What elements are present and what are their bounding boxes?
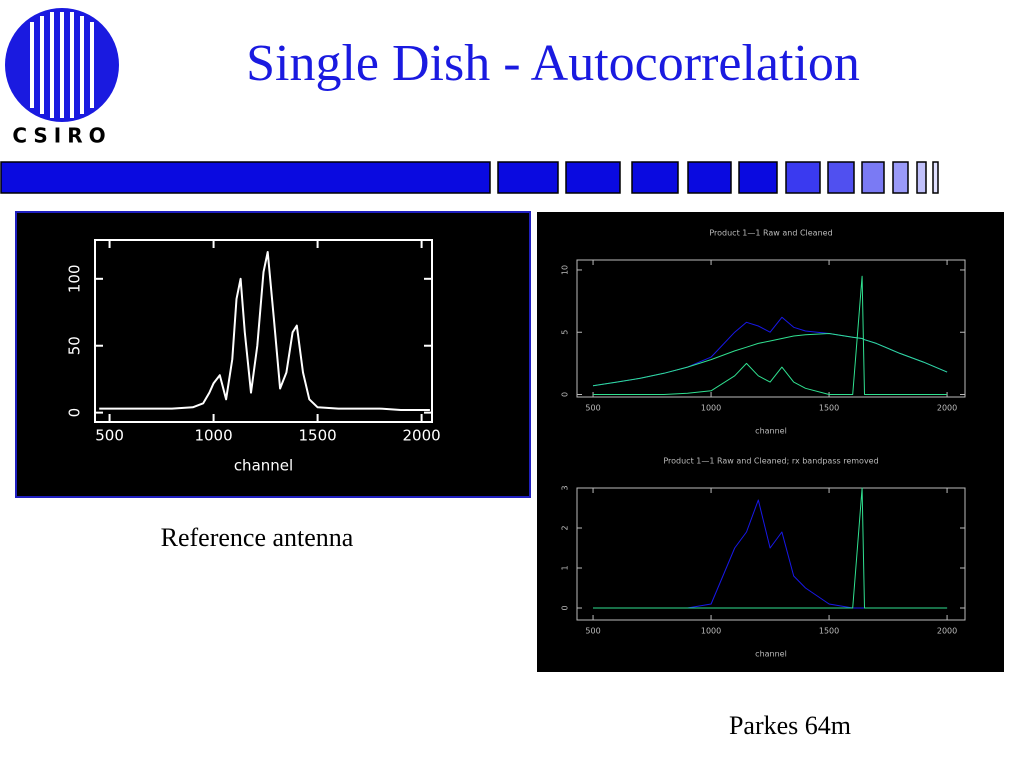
y-tick-label: 100 [66, 264, 84, 293]
x-axis-label: channel [234, 457, 293, 475]
y-tick-label: 1 [561, 565, 570, 570]
y-tick-label: 5 [561, 330, 570, 335]
x-tick-label: 500 [585, 404, 600, 413]
logo-text: CSIRO [12, 124, 111, 148]
y-tick-label: 3 [561, 485, 570, 490]
plot-frame [576, 487, 966, 621]
series-line [99, 251, 430, 411]
logo: CSIRO [5, 8, 119, 148]
panel [15, 211, 531, 498]
x-tick-label: 1500 [819, 627, 839, 636]
x-tick-label: 1000 [701, 404, 721, 413]
x-tick-label: 1500 [819, 404, 839, 413]
x-tick-label: 2000 [403, 427, 441, 445]
y-tick-label: 2 [561, 525, 570, 530]
chart-title: Product 1—1 Raw and Cleaned; rx bandpass… [663, 457, 878, 466]
x-tick-label: 1000 [194, 427, 232, 445]
x-axis-label: channel [755, 650, 787, 659]
panel [537, 212, 1004, 672]
caption: Parkes 64m [729, 711, 851, 740]
x-tick-label: 2000 [937, 404, 957, 413]
x-tick-label: 2000 [937, 627, 957, 636]
x-tick-label: 500 [585, 627, 600, 636]
x-axis-label: channel [755, 427, 787, 436]
slide-title: Single Dish - Autocorrelation [246, 35, 860, 92]
plot-frame [94, 239, 433, 423]
caption: Reference antenna [161, 523, 354, 552]
series-line [593, 275, 948, 395]
y-tick-label: 10 [561, 265, 570, 275]
x-tick-label: 500 [95, 427, 124, 445]
x-tick-label: 1000 [701, 627, 721, 636]
y-tick-label: 0 [66, 408, 84, 418]
decor-bar [0, 161, 939, 194]
y-tick-label: 0 [561, 605, 570, 610]
y-tick-label: 0 [561, 392, 570, 397]
series-line [593, 487, 948, 609]
y-tick-label: 50 [66, 336, 84, 355]
chart-title: Product 1—1 Raw and Cleaned [709, 229, 832, 238]
x-tick-label: 1500 [298, 427, 336, 445]
logo-stripes [30, 12, 94, 118]
series-line [592, 333, 948, 387]
plot-frame [576, 259, 966, 398]
